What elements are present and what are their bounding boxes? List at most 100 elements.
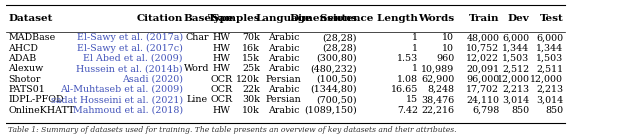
Text: Table 1: Summary of datasets used for training. The table presents an overview o: Table 1: Summary of datasets used for tr… xyxy=(8,126,457,134)
Text: Alexuw: Alexuw xyxy=(8,64,44,73)
Text: AHCD: AHCD xyxy=(8,44,38,53)
Text: 12,022: 12,022 xyxy=(467,54,499,63)
Text: 3,014: 3,014 xyxy=(502,95,529,104)
Text: Sentence Length: Sentence Length xyxy=(320,14,418,23)
Text: 2,512: 2,512 xyxy=(502,64,529,73)
Text: OnlineKHATT: OnlineKHATT xyxy=(8,106,75,115)
Text: (28,28): (28,28) xyxy=(323,33,357,42)
Text: 12,000: 12,000 xyxy=(497,75,529,84)
Text: HW: HW xyxy=(212,106,230,115)
Text: 1,344: 1,344 xyxy=(536,44,563,53)
Text: 10k: 10k xyxy=(242,106,260,115)
Text: 2,213: 2,213 xyxy=(502,85,529,94)
Text: (1089,150): (1089,150) xyxy=(304,106,357,115)
Text: Al-Muhtaseb et al. (2009): Al-Muhtaseb et al. (2009) xyxy=(60,85,182,94)
Text: HW: HW xyxy=(212,54,230,63)
Text: Citation: Citation xyxy=(136,14,182,23)
Text: ADAB: ADAB xyxy=(8,54,36,63)
Text: Language: Language xyxy=(255,14,312,23)
Text: Dataset: Dataset xyxy=(8,14,52,23)
Text: Word: Word xyxy=(184,64,210,73)
Text: (28,28): (28,28) xyxy=(323,44,357,53)
Text: Persian: Persian xyxy=(266,95,301,104)
Text: HW: HW xyxy=(212,33,230,42)
Text: 17,702: 17,702 xyxy=(467,85,499,94)
Text: 10,989: 10,989 xyxy=(421,64,454,73)
Text: OCR: OCR xyxy=(210,75,232,84)
Text: HW: HW xyxy=(212,44,230,53)
Text: PATS01: PATS01 xyxy=(8,85,45,94)
Text: 24,110: 24,110 xyxy=(467,95,499,104)
Text: Dev: Dev xyxy=(508,14,529,23)
Text: (700,50): (700,50) xyxy=(316,95,357,104)
Text: MADBase: MADBase xyxy=(8,33,56,42)
Text: (1344,80): (1344,80) xyxy=(310,85,357,94)
Text: Arabic: Arabic xyxy=(268,64,300,73)
Text: 850: 850 xyxy=(511,106,529,115)
Text: 1.53: 1.53 xyxy=(397,54,418,63)
Text: 120k: 120k xyxy=(236,75,260,84)
Text: Train: Train xyxy=(469,14,499,23)
Text: 2,213: 2,213 xyxy=(536,85,563,94)
Text: Type: Type xyxy=(208,14,234,23)
Text: 20,091: 20,091 xyxy=(467,64,499,73)
Text: 16.65: 16.65 xyxy=(390,85,418,94)
Text: 1,503: 1,503 xyxy=(536,54,563,63)
Text: 850: 850 xyxy=(545,106,563,115)
Text: 10,752: 10,752 xyxy=(467,44,499,53)
Text: 22k: 22k xyxy=(242,85,260,94)
Text: Arabic: Arabic xyxy=(268,44,300,53)
Text: 1,503: 1,503 xyxy=(502,54,529,63)
Text: Mahmoud et al. (2018): Mahmoud et al. (2018) xyxy=(72,106,182,115)
Text: Line: Line xyxy=(186,95,207,104)
Text: 3,014: 3,014 xyxy=(536,95,563,104)
Text: 25k: 25k xyxy=(242,64,260,73)
Text: 12,000: 12,000 xyxy=(531,75,563,84)
Text: 1: 1 xyxy=(412,64,418,73)
Text: 7.42: 7.42 xyxy=(397,106,418,115)
Text: Test: Test xyxy=(540,14,563,23)
Text: 62,900: 62,900 xyxy=(421,75,454,84)
Text: 10: 10 xyxy=(442,44,454,53)
Text: 38,476: 38,476 xyxy=(421,95,454,104)
Text: Asadi (2020): Asadi (2020) xyxy=(122,75,182,84)
Text: Arabic: Arabic xyxy=(268,106,300,115)
Text: 2,511: 2,511 xyxy=(536,64,563,73)
Text: Base: Base xyxy=(183,14,211,23)
Text: 960: 960 xyxy=(436,54,454,63)
Text: 15k: 15k xyxy=(242,54,260,63)
Text: HW: HW xyxy=(212,64,230,73)
Text: Words: Words xyxy=(418,14,454,23)
Text: Shotor: Shotor xyxy=(8,75,41,84)
Text: Arabic: Arabic xyxy=(268,33,300,42)
Text: 96,000: 96,000 xyxy=(466,75,499,84)
Text: El-Sawy et al. (2017a): El-Sawy et al. (2017a) xyxy=(77,33,182,43)
Text: Arabic: Arabic xyxy=(268,85,300,94)
Text: 1: 1 xyxy=(412,33,418,42)
Text: (480,232): (480,232) xyxy=(310,64,357,73)
Text: OCR: OCR xyxy=(210,85,232,94)
Text: Dimensions: Dimensions xyxy=(289,14,357,23)
Text: 16k: 16k xyxy=(242,44,260,53)
Text: Arabic: Arabic xyxy=(268,54,300,63)
Text: 6,000: 6,000 xyxy=(536,33,563,42)
Text: Samples: Samples xyxy=(211,14,260,23)
Text: 1.08: 1.08 xyxy=(397,75,418,84)
Text: (300,80): (300,80) xyxy=(316,54,357,63)
Text: 1: 1 xyxy=(412,44,418,53)
Text: IDPL-PFOD: IDPL-PFOD xyxy=(8,95,64,104)
Text: OCR: OCR xyxy=(210,95,232,104)
Text: 10: 10 xyxy=(442,33,454,42)
Text: 70k: 70k xyxy=(242,33,260,42)
Text: Hussein et al. (2014b): Hussein et al. (2014b) xyxy=(76,64,182,73)
Text: 8,248: 8,248 xyxy=(428,85,454,94)
Text: Persian: Persian xyxy=(266,75,301,84)
Text: 6,798: 6,798 xyxy=(472,106,499,115)
Text: 22,216: 22,216 xyxy=(421,106,454,115)
Text: 30k: 30k xyxy=(242,95,260,104)
Text: (100,50): (100,50) xyxy=(316,75,357,84)
Text: 15: 15 xyxy=(406,95,418,104)
Text: 48,000: 48,000 xyxy=(467,33,499,42)
Text: 6,000: 6,000 xyxy=(502,33,529,42)
Text: 1,344: 1,344 xyxy=(502,44,529,53)
